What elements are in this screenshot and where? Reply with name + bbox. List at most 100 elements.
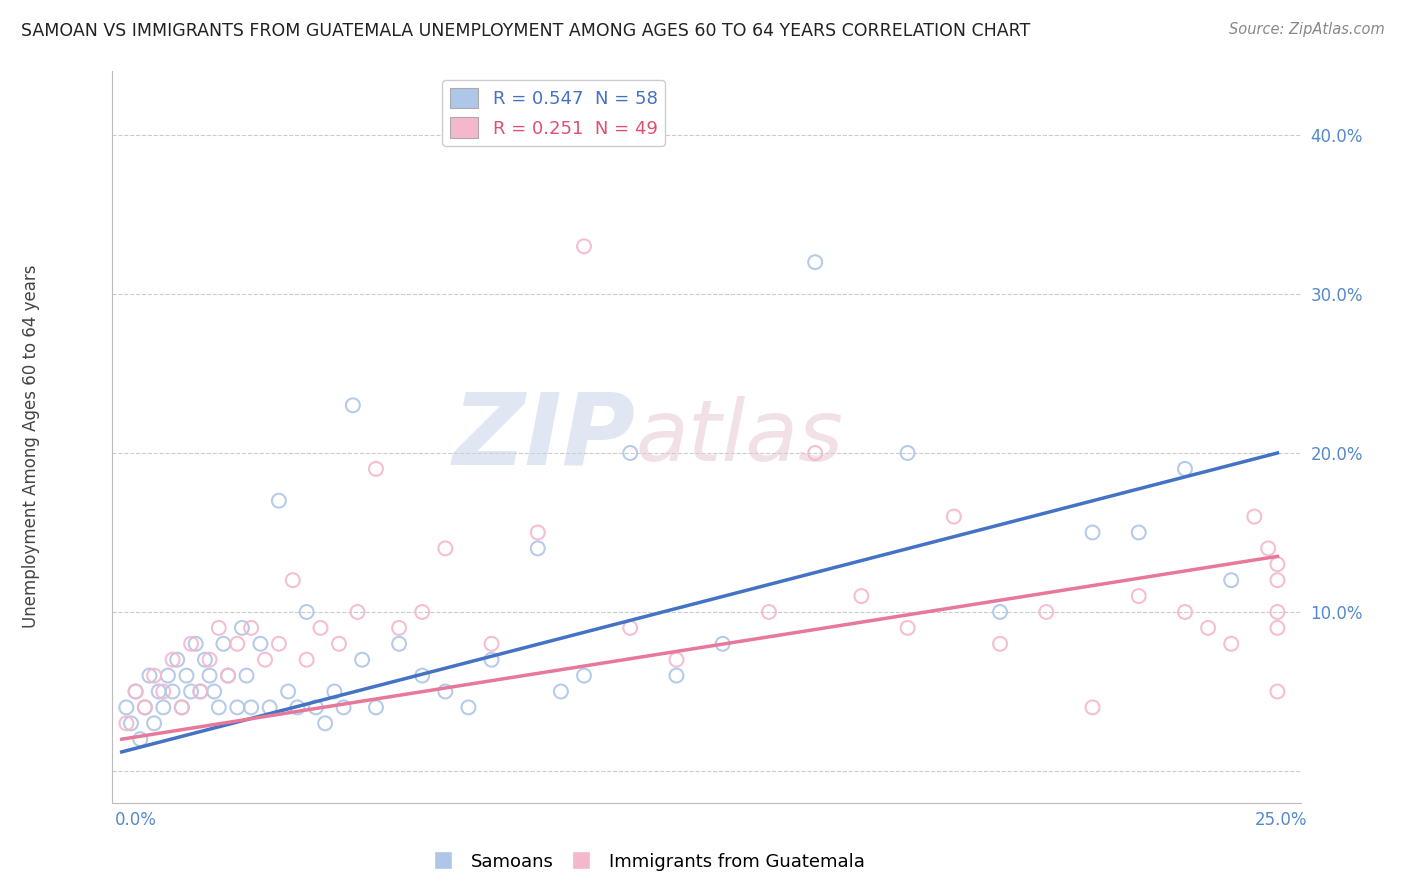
Point [758,605,780,619]
Point [176,668,198,682]
Text: 0.0%: 0.0% [115,811,157,829]
Point [152,700,174,714]
Point [988,605,1011,619]
Point [134,700,156,714]
Point [942,509,965,524]
Point [156,668,179,682]
Point [388,621,411,635]
Point [124,684,146,698]
Point [202,684,225,698]
Point [314,716,336,731]
Point [352,653,374,667]
Point [188,684,211,698]
Point [231,621,253,635]
Point [194,653,217,667]
Point [897,446,920,460]
Point [1174,605,1197,619]
Point [115,716,138,731]
Point [208,621,231,635]
Point [619,621,641,635]
Point [309,621,332,635]
Point [1267,558,1289,572]
Point [332,700,354,714]
Point [1174,462,1197,476]
Text: ZIP: ZIP [453,389,636,485]
Point [1128,525,1150,540]
Point [208,700,231,714]
Text: 25.0%: 25.0% [1256,811,1308,829]
Point [254,653,277,667]
Point [180,637,202,651]
Text: atlas: atlas [636,395,844,479]
Point [1267,573,1289,587]
Point [1243,509,1265,524]
Point [988,637,1011,651]
Point [1197,621,1219,635]
Point [162,653,184,667]
Text: SAMOAN VS IMMIGRANTS FROM GUATEMALA UNEMPLOYMENT AMONG AGES 60 TO 64 YEARS CORRE: SAMOAN VS IMMIGRANTS FROM GUATEMALA UNEM… [21,22,1031,40]
Point [115,700,138,714]
Point [120,716,142,731]
Point [342,398,364,412]
Point [226,700,249,714]
Point [226,637,249,651]
Point [235,668,257,682]
Point [281,573,304,587]
Point [1267,621,1289,635]
Point [619,446,641,460]
Point [249,637,271,651]
Point [665,668,688,682]
Point [217,668,239,682]
Legend: Samoans, Immigrants from Guatemala: Samoans, Immigrants from Guatemala [422,846,873,878]
Point [217,668,239,682]
Point [1081,525,1104,540]
Point [711,637,734,651]
Point [481,653,503,667]
Point [295,605,318,619]
Point [1267,605,1289,619]
Point [1081,700,1104,714]
Point [572,668,595,682]
Point [170,700,193,714]
Point [1257,541,1279,556]
Point [287,700,309,714]
Point [134,700,156,714]
Point [1267,684,1289,698]
Point [152,684,174,698]
Point [572,239,595,253]
Point [162,684,184,698]
Point [240,621,263,635]
Point [184,637,207,651]
Point [180,684,202,698]
Text: Unemployment Among Ages 60 to 64 years: Unemployment Among Ages 60 to 64 years [22,264,39,628]
Point [434,684,457,698]
Point [295,653,318,667]
Point [1220,637,1243,651]
Point [804,446,827,460]
Point [305,700,328,714]
Point [1220,573,1243,587]
Point [323,684,346,698]
Point [526,525,548,540]
Point [851,589,873,603]
Point [267,637,290,651]
Point [143,716,166,731]
Point [364,700,387,714]
Point [277,684,299,698]
Point [198,653,221,667]
Point [240,700,263,714]
Point [198,668,221,682]
Point [411,668,433,682]
Point [170,700,193,714]
Point [267,493,290,508]
Point [804,255,827,269]
Point [212,637,235,651]
Point [1128,589,1150,603]
Point [259,700,281,714]
Point [550,684,572,698]
Point [526,541,548,556]
Point [434,541,457,556]
Point [364,462,387,476]
Text: Source: ZipAtlas.com: Source: ZipAtlas.com [1229,22,1385,37]
Point [166,653,188,667]
